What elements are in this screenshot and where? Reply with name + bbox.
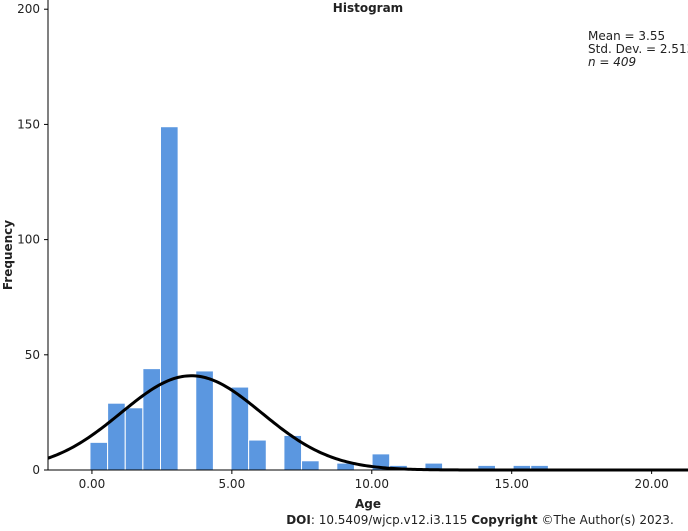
stat-mean: Mean = 3.55 — [588, 29, 665, 43]
bar — [301, 460, 320, 471]
footer: DOI: 10.5409/wjcp.v12.i3.115 Copyright ©… — [286, 513, 674, 527]
x-tick-label: 20.00 — [634, 477, 668, 491]
x-tick-label: 0.00 — [79, 477, 106, 491]
x-tick-label: 15.00 — [495, 477, 529, 491]
chart-title: Histogram — [333, 1, 403, 15]
y-tick-label: 100 — [17, 233, 40, 247]
bar — [124, 407, 144, 471]
stat-std: Std. Dev. = 2.513 — [588, 42, 688, 56]
bar — [159, 126, 179, 471]
y-tick-label: 0 — [32, 463, 40, 477]
x-tick-label: 10.00 — [355, 477, 389, 491]
copyright: ©The Author(s) 2023. — [538, 513, 674, 527]
bar — [142, 368, 161, 471]
doi-label: DOI — [286, 513, 311, 527]
copyright-label: Copyright — [471, 513, 538, 527]
bar — [89, 441, 109, 471]
x-axis-label: Age — [355, 497, 381, 511]
bar — [248, 439, 267, 471]
y-axis-label: Frequency — [1, 220, 15, 290]
y-tick-label: 200 — [17, 2, 40, 16]
y-tick-label: 50 — [25, 348, 40, 362]
stat-n: n = 409 — [588, 55, 636, 69]
y-tick-label: 150 — [17, 117, 40, 131]
x-tick-label: 5.00 — [218, 477, 245, 491]
doi: : 10.5409/wjcp.v12.i3.115 — [311, 513, 471, 527]
bar — [195, 370, 214, 471]
